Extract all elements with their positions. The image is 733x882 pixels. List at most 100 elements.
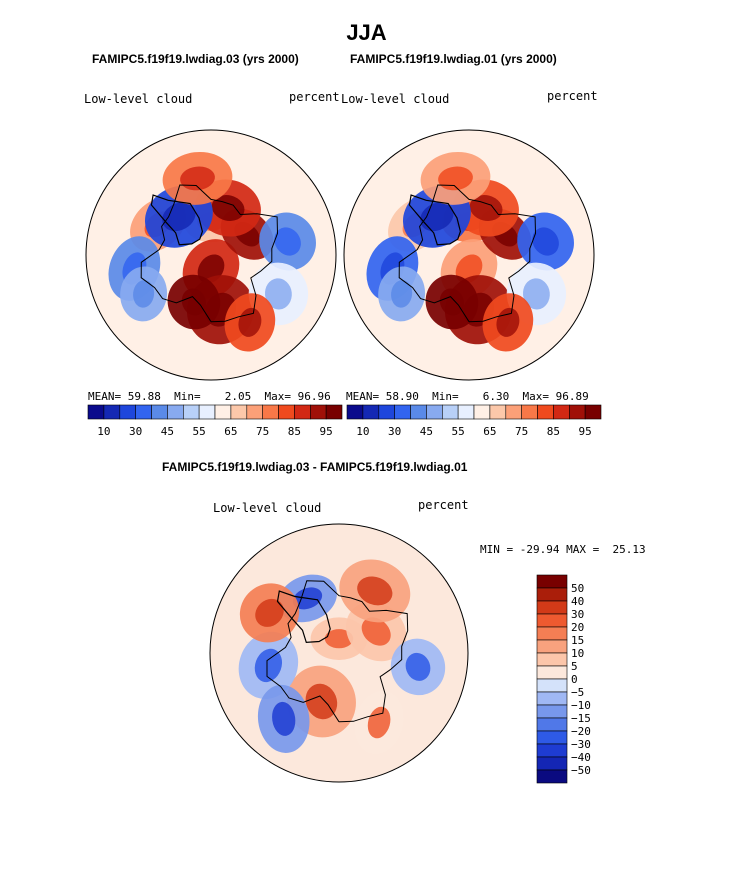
colorbar-swatch xyxy=(198,404,216,420)
colorbar-tick-label: −15 xyxy=(571,712,591,725)
colorbar-tick-label: 95 xyxy=(578,425,591,438)
right-mean-label: MEAN= xyxy=(346,390,380,403)
colorbar-tick-label: −20 xyxy=(571,725,591,738)
colorbar-swatch xyxy=(214,404,232,420)
colorbar-swatch xyxy=(536,587,568,602)
colorbar-tick-label: −5 xyxy=(571,686,584,699)
colorbar-swatch xyxy=(262,404,279,420)
right-mean-value: 58.90 xyxy=(385,390,419,403)
colorbar-swatch xyxy=(536,600,568,615)
field-core xyxy=(391,280,413,308)
diff-stats: MIN = -29.94 MAX = 25.13 xyxy=(480,543,646,556)
colorbar-swatch xyxy=(183,404,200,420)
left-colorbar: 10 30 45 55 65 75 85 95 xyxy=(87,404,343,438)
right-stats: MEAN= 58.90 Min= 6.30 Max= 96.89 xyxy=(346,390,589,403)
field-core xyxy=(357,576,393,606)
arctic-coastline xyxy=(140,184,279,323)
field-core xyxy=(181,288,207,316)
colorbar-tick-label: 65 xyxy=(224,425,237,438)
colorbar-tick-label: 5 xyxy=(571,660,578,673)
greenland-coastline xyxy=(150,194,204,246)
left-units-label: percent xyxy=(289,90,340,104)
colorbar-swatch xyxy=(310,404,327,420)
colorbar-swatch xyxy=(584,404,602,420)
colorbar-swatch xyxy=(536,769,568,784)
field-core xyxy=(264,278,292,310)
diff-units-label: percent xyxy=(418,498,469,512)
colorbar-swatch xyxy=(536,743,568,758)
colorbar-swatch xyxy=(536,717,568,732)
field-core xyxy=(367,706,391,739)
colorbar-tick-label: 15 xyxy=(571,634,584,647)
colorbar-swatch xyxy=(536,613,568,628)
colorbar-swatch xyxy=(410,404,427,420)
diff-panel-title: FAMIPC5.f19f19.lwdiag.03 - FAMIPC5.f19f1… xyxy=(162,460,468,474)
colorbar-swatch xyxy=(473,404,491,420)
field-core xyxy=(438,166,473,191)
field-core xyxy=(255,598,284,627)
colorbar-tick-label: 10 xyxy=(97,425,110,438)
left-polar-map xyxy=(85,129,337,381)
map-border xyxy=(209,523,469,783)
colorbar-swatch xyxy=(394,404,411,420)
colorbar-tick-label: 85 xyxy=(547,425,560,438)
colorbar-swatch xyxy=(135,404,152,420)
colorbar-tick-label: −40 xyxy=(571,751,591,764)
colorbar-swatch xyxy=(151,404,168,420)
colorbar-tick-label: 95 xyxy=(319,425,332,438)
colorbar-swatch xyxy=(505,404,523,420)
colorbar-tick-label: 10 xyxy=(571,647,584,660)
colorbar-swatch xyxy=(569,404,586,420)
colorbar-tick-label: 75 xyxy=(256,425,269,438)
right-units-label: percent xyxy=(547,89,598,103)
colorbar-swatch xyxy=(536,730,568,745)
left-mean-label: MEAN= xyxy=(88,390,122,403)
arctic-coastline xyxy=(398,184,537,323)
field-core xyxy=(274,227,301,256)
field-core xyxy=(272,701,296,736)
colorbar-tick-label: 55 xyxy=(192,425,205,438)
colorbar-swatch xyxy=(536,626,568,641)
colorbar-swatch xyxy=(536,704,568,719)
left-field-label: Low-level cloud xyxy=(84,92,193,106)
left-max-label: Max= xyxy=(257,390,291,403)
colorbar-swatch xyxy=(536,678,568,693)
right-min-label: Min= xyxy=(425,390,459,403)
colorbar-swatch xyxy=(119,404,136,420)
colorbar-tick-label: 30 xyxy=(571,608,584,621)
colorbar-tick-label: 30 xyxy=(388,425,401,438)
colorbar-swatch xyxy=(536,652,568,667)
right-colorbar: 10 30 45 55 65 75 85 95 xyxy=(346,404,602,438)
field-core xyxy=(522,278,550,310)
field-core xyxy=(305,683,338,720)
colorbar-swatch xyxy=(230,404,248,420)
colorbar-tick-label: 40 xyxy=(571,595,584,608)
right-max-label: Max= xyxy=(515,390,549,403)
map-border xyxy=(85,129,337,381)
colorbar-swatch xyxy=(294,404,311,420)
right-field-label: Low-level cloud xyxy=(341,92,450,106)
colorbar-swatch xyxy=(278,404,295,420)
left-min-label: Min= xyxy=(167,390,201,403)
colorbar-swatch xyxy=(537,404,554,420)
colorbar-swatch xyxy=(426,404,443,420)
colorbar-tick-label: 50 xyxy=(571,582,584,595)
diff-field-label: Low-level cloud xyxy=(213,501,322,515)
colorbar-tick-label: 20 xyxy=(571,621,584,634)
colorbar-swatch xyxy=(536,665,568,680)
colorbar-tick-label: 45 xyxy=(161,425,174,438)
diff-polar-map xyxy=(209,523,469,783)
colorbar-tick-label: −50 xyxy=(571,764,591,777)
colorbar-swatch xyxy=(325,404,343,420)
field-core xyxy=(420,202,454,232)
field-core xyxy=(180,166,215,191)
colorbar-swatch xyxy=(536,756,568,771)
colorbar-tick-label: 75 xyxy=(515,425,528,438)
field-core xyxy=(439,288,465,316)
left-mean-value: 59.88 xyxy=(127,390,161,403)
colorbar-tick-label: −30 xyxy=(571,738,591,751)
colorbar-swatch xyxy=(346,404,364,420)
right-min-value: 6.30 xyxy=(482,390,510,403)
colorbar-tick-label: 30 xyxy=(129,425,142,438)
